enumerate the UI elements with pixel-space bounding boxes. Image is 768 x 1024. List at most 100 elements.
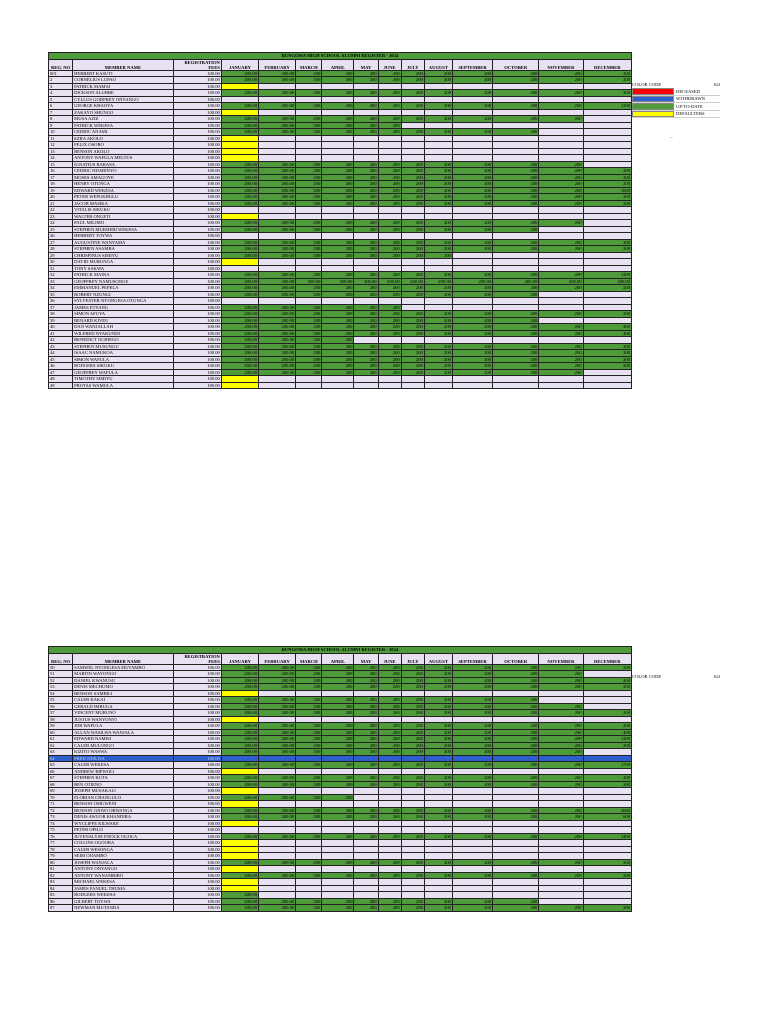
header-february: FEBRUARY [258, 58, 297, 71]
member-row: 24 PAUL MILIMO 100.00 200.00 200.00 200 200 200… [47, 219, 633, 227]
month-payment-cell: 200 [321, 871, 355, 879]
member-row: 39 BENARD KIVEU 100.00 200.00 200.00 200 200 20… [47, 316, 633, 324]
month-payment-cell: 200 [400, 696, 425, 704]
member-row: 10 CEDRIC ANAMI 100.00 200.00 200.00 200 200 20… [47, 128, 633, 136]
month-payment-cell: 200 [400, 683, 425, 691]
reg-no-cell: 51 [47, 670, 74, 678]
month-payment-cell [582, 845, 633, 853]
member-row: 50 SAMWEL NYONGESA MUTAMBO 100.00 200.00 200… [47, 663, 633, 671]
reg-no-cell: 58 [47, 715, 74, 723]
month-payment-cell: 200 [492, 904, 540, 912]
month-payment-cell [400, 787, 425, 795]
reg-no-cell: 74 [47, 819, 74, 827]
month-payment-cell [400, 819, 425, 827]
reg-no-cell: 8 [47, 115, 74, 123]
month-payment-cell: 200 [400, 806, 425, 814]
registration-fee-cell: 100.00 [172, 878, 222, 886]
header-september: SEPTEMBER [451, 58, 494, 71]
month-payment-cell: 200 [321, 897, 355, 905]
member-row: 58 JUSTUS WANYONYI 100.00 [47, 715, 633, 723]
header-april: APRIL [321, 652, 355, 665]
registration-fee-cell: 100.00 [172, 832, 222, 840]
month-payment-cell [321, 884, 355, 892]
month-payment-cell [295, 381, 323, 389]
member-row: 53 DENIS MECHUMO 100.00 200.00 200.00 200 200 2… [47, 683, 633, 691]
month-payment-cell [582, 715, 633, 723]
registration-fee-cell: 100.00 [172, 845, 222, 853]
registration-fee-cell: 100.00 [172, 754, 222, 762]
month-payment-cell: 200 [400, 89, 425, 97]
registration-fee-cell: 100.00 [172, 774, 222, 782]
reg-no-cell: 82 [47, 871, 74, 879]
member-row: 74 WYCLIFFE KILWAKE 100.00 [47, 819, 633, 827]
reg-no-cell: 80 [47, 858, 74, 866]
reg-no-cell: 52 [47, 676, 74, 684]
member-row: 81 ANTONY ONYANGO 100.00 [47, 865, 633, 873]
member-row: 61 EDWARD NAMISI 100.00 200.00 200.00 200 200 2… [47, 735, 633, 743]
registration-fee-cell: 100.00 [172, 852, 222, 860]
month-payment-cell [582, 897, 633, 905]
month-payment-cell [321, 839, 355, 847]
reg-no-cell: 87 [47, 904, 74, 912]
month-payment-cell [258, 381, 297, 389]
month-payment-cell: 200 [321, 709, 355, 717]
header-august: AUGUST [423, 652, 453, 665]
register-body: 001 HERBERT KASUTI 100.00 200.00 200.00 200 20… [47, 69, 633, 389]
reg-no-cell: 001 [47, 69, 74, 77]
header-registration-fees: REGISTRATION FEES [172, 58, 222, 71]
month-payment-cell: 200 [400, 722, 425, 730]
header-july: JULY [400, 58, 425, 71]
member-name-cell: PROTAS WAMULA [72, 381, 174, 389]
month-payment-cell: 200 [400, 741, 425, 749]
month-payment-cell: 200 [538, 904, 584, 912]
month-payment-cell: 200 [321, 670, 355, 678]
month-payment-cell: 200 [377, 904, 402, 912]
registration-fee-cell: 100.00 [172, 897, 222, 905]
month-payment-cell: 200 [400, 748, 425, 756]
month-payment-cell [400, 82, 425, 90]
member-count: 162 [713, 673, 720, 679]
member-row: 37 JAMES ETYANG 100.00 200.00 200.00 200 200 20… [47, 303, 633, 311]
header-member-name: MEMBER NAME [72, 652, 174, 665]
month-payment-cell: 200 [400, 904, 425, 912]
header-may: MAY [353, 652, 379, 665]
month-payment-cell [582, 115, 633, 123]
registration-fee-cell: 100.00 [172, 839, 222, 847]
month-payment-cell [321, 787, 355, 795]
month-payment-cell: 200 [400, 69, 425, 77]
legend-heading: COLOR CODE [632, 673, 662, 679]
month-payment-cell: 200 [400, 115, 425, 123]
month-payment-cell [400, 852, 425, 860]
month-payment-cell: 200 [423, 904, 453, 912]
month-payment-cell [582, 696, 633, 704]
member-row: 84 JAMES FANUEL THUMA 100.00 [47, 884, 633, 892]
reg-no-cell: 86 [47, 897, 74, 905]
member-row: 22 VITALIS SIKUKU 100.00 [47, 206, 633, 214]
month-payment-cell: 200 [321, 89, 355, 97]
member-row: 8 MUSA AZIZ 100.00 200.00 200.00 200 200 200 200… [47, 115, 633, 123]
member-row: 86 GILBERT TOYWA 100.00 200.00 200.00 200 200 2… [47, 897, 633, 905]
member-row: 66 ANDREW BIFWOLI 100.00 [47, 767, 633, 775]
month-payment-cell [582, 748, 633, 756]
month-payment-cell: 200 [400, 832, 425, 840]
month-payment-cell [582, 800, 633, 808]
member-row: 3 PATRICK MAMAI 100.00 [47, 82, 633, 90]
reg-no-cell: 54 [47, 689, 74, 697]
reg-no-cell: 83 [47, 878, 74, 886]
month-payment-cell: 200 [321, 761, 355, 769]
member-row: 41 WILFRED NYAKUNDI 100.00 200.00 200.00 200 2… [47, 329, 633, 337]
reg-no-cell: 81 [47, 865, 74, 873]
month-payment-cell: 200 [321, 683, 355, 691]
month-payment-cell [400, 884, 425, 892]
month-payment-cell: 200 [400, 813, 425, 821]
member-row: 71 BENSON OMUWENI 100.00 [47, 800, 633, 808]
member-row: 85 RODGERS WEKESA 100.00 200.00 [47, 891, 633, 899]
month-payment-cell: 200 [400, 702, 425, 710]
month-payment-cell [321, 826, 355, 834]
member-row: 15 IGNATIUS BARASA 100.00 200.00 200.00 200 20… [47, 160, 633, 168]
month-payment-cell: 200 [582, 774, 633, 782]
up-to-date-swatch [632, 103, 674, 110]
reg-no-cell: 3 [47, 82, 74, 90]
month-payment-cell [582, 767, 633, 775]
member-row: 57 VINCENT MURUNO 100.00 200.00 200.00 200 200… [47, 709, 633, 717]
